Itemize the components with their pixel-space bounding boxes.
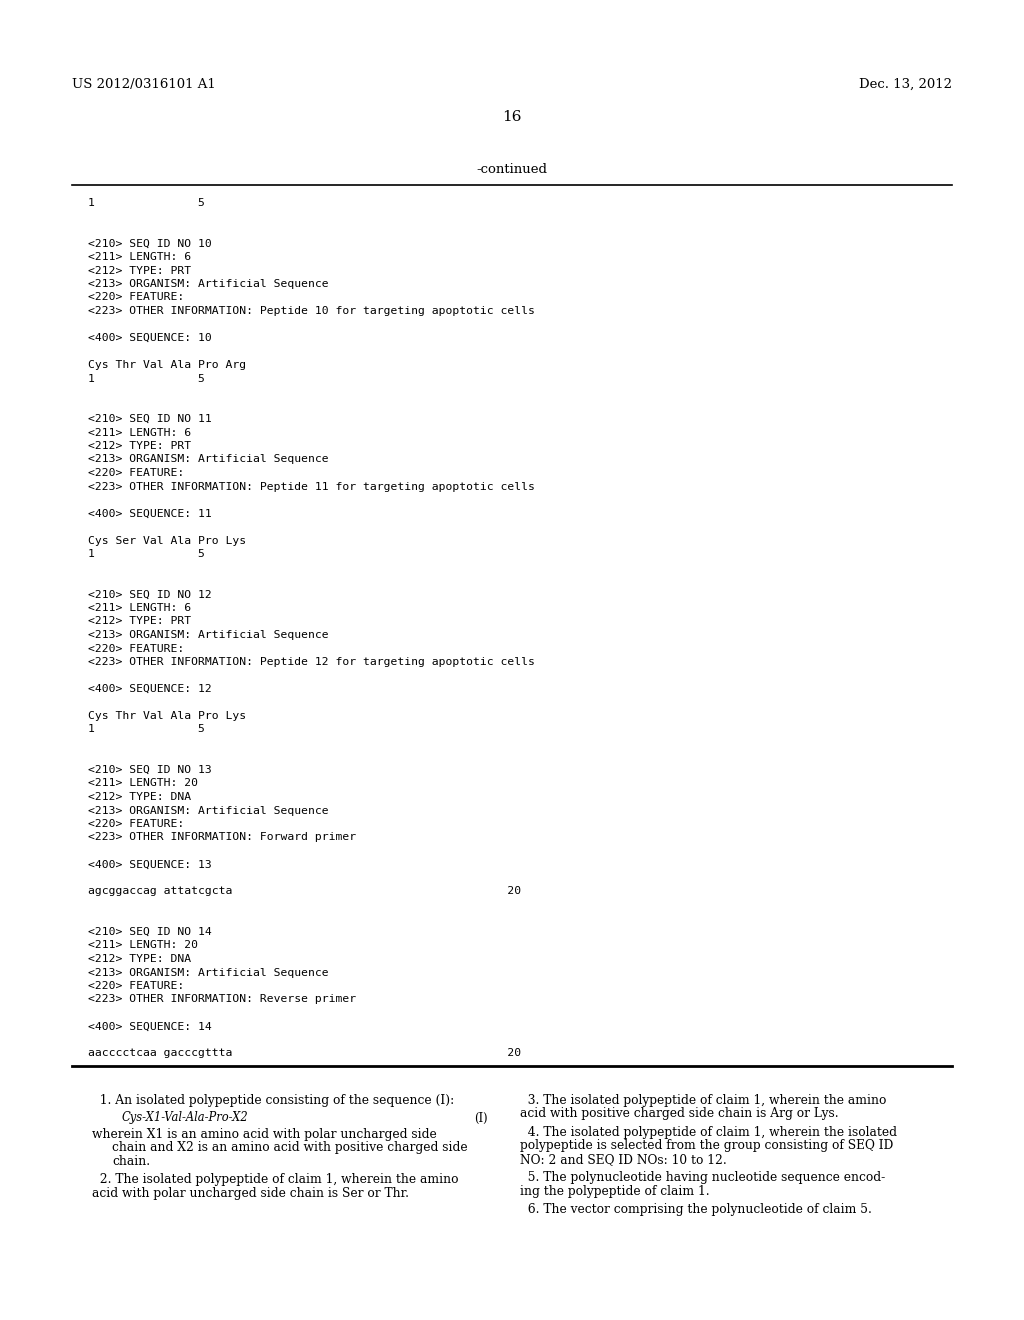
Text: <220> FEATURE:: <220> FEATURE:: [88, 293, 184, 302]
Text: 6. The vector comprising the polynucleotide of claim 5.: 6. The vector comprising the polynucleot…: [520, 1204, 871, 1217]
Text: <213> ORGANISM: Artificial Sequence: <213> ORGANISM: Artificial Sequence: [88, 968, 329, 978]
Text: Cys Thr Val Ala Pro Arg: Cys Thr Val Ala Pro Arg: [88, 360, 246, 370]
Text: <220> FEATURE:: <220> FEATURE:: [88, 981, 184, 991]
Text: Cys Thr Val Ala Pro Lys: Cys Thr Val Ala Pro Lys: [88, 711, 246, 721]
Text: <211> LENGTH: 6: <211> LENGTH: 6: [88, 252, 191, 261]
Text: 1. An isolated polypeptide consisting of the sequence (I):: 1. An isolated polypeptide consisting of…: [92, 1094, 455, 1107]
Text: <210> SEQ ID NO 14: <210> SEQ ID NO 14: [88, 927, 212, 937]
Text: <400> SEQUENCE: 11: <400> SEQUENCE: 11: [88, 508, 212, 519]
Text: <220> FEATURE:: <220> FEATURE:: [88, 469, 184, 478]
Text: <210> SEQ ID NO 10: <210> SEQ ID NO 10: [88, 239, 212, 248]
Text: <223> OTHER INFORMATION: Forward primer: <223> OTHER INFORMATION: Forward primer: [88, 833, 356, 842]
Text: US 2012/0316101 A1: US 2012/0316101 A1: [72, 78, 216, 91]
Text: <212> TYPE: DNA: <212> TYPE: DNA: [88, 954, 191, 964]
Text: 1               5: 1 5: [88, 549, 205, 558]
Text: <400> SEQUENCE: 10: <400> SEQUENCE: 10: [88, 333, 212, 343]
Text: <223> OTHER INFORMATION: Peptide 10 for targeting apoptotic cells: <223> OTHER INFORMATION: Peptide 10 for …: [88, 306, 535, 315]
Text: <220> FEATURE:: <220> FEATURE:: [88, 644, 184, 653]
Text: NO: 2 and SEQ ID NOs: 10 to 12.: NO: 2 and SEQ ID NOs: 10 to 12.: [520, 1152, 727, 1166]
Text: chain.: chain.: [112, 1155, 151, 1168]
Text: 16: 16: [502, 110, 522, 124]
Text: (I): (I): [474, 1111, 488, 1125]
Text: wherein X1 is an amino acid with polar uncharged side: wherein X1 is an amino acid with polar u…: [92, 1129, 437, 1140]
Text: polypeptide is selected from the group consisting of SEQ ID: polypeptide is selected from the group c…: [520, 1139, 893, 1152]
Text: aacccctcaa gacccgttta                                        20: aacccctcaa gacccgttta 20: [88, 1048, 521, 1059]
Text: Dec. 13, 2012: Dec. 13, 2012: [859, 78, 952, 91]
Text: <212> TYPE: DNA: <212> TYPE: DNA: [88, 792, 191, 803]
Text: <210> SEQ ID NO 12: <210> SEQ ID NO 12: [88, 590, 212, 599]
Text: acid with polar uncharged side chain is Ser or Thr.: acid with polar uncharged side chain is …: [92, 1187, 409, 1200]
Text: <220> FEATURE:: <220> FEATURE:: [88, 818, 184, 829]
Text: <212> TYPE: PRT: <212> TYPE: PRT: [88, 265, 191, 276]
Text: 1               5: 1 5: [88, 725, 205, 734]
Text: 4. The isolated polypeptide of claim 1, wherein the isolated: 4. The isolated polypeptide of claim 1, …: [520, 1126, 897, 1139]
Text: 2. The isolated polypeptide of claim 1, wherein the amino: 2. The isolated polypeptide of claim 1, …: [92, 1173, 459, 1187]
Text: <213> ORGANISM: Artificial Sequence: <213> ORGANISM: Artificial Sequence: [88, 630, 329, 640]
Text: 1               5: 1 5: [88, 374, 205, 384]
Text: agcggaccag attatcgcta                                        20: agcggaccag attatcgcta 20: [88, 887, 521, 896]
Text: 5. The polynucleotide having nucleotide sequence encod-: 5. The polynucleotide having nucleotide …: [520, 1172, 886, 1184]
Text: Cys Ser Val Ala Pro Lys: Cys Ser Val Ala Pro Lys: [88, 536, 246, 545]
Text: <223> OTHER INFORMATION: Peptide 12 for targeting apoptotic cells: <223> OTHER INFORMATION: Peptide 12 for …: [88, 657, 535, 667]
Text: <213> ORGANISM: Artificial Sequence: <213> ORGANISM: Artificial Sequence: [88, 805, 329, 816]
Text: <211> LENGTH: 20: <211> LENGTH: 20: [88, 940, 198, 950]
Text: <223> OTHER INFORMATION: Peptide 11 for targeting apoptotic cells: <223> OTHER INFORMATION: Peptide 11 for …: [88, 482, 535, 491]
Text: <211> LENGTH: 6: <211> LENGTH: 6: [88, 603, 191, 612]
Text: <400> SEQUENCE: 12: <400> SEQUENCE: 12: [88, 684, 212, 694]
Text: <210> SEQ ID NO 13: <210> SEQ ID NO 13: [88, 766, 212, 775]
Text: Cys-X1-Val-Ala-Pro-X2: Cys-X1-Val-Ala-Pro-X2: [122, 1111, 249, 1125]
Text: <400> SEQUENCE: 14: <400> SEQUENCE: 14: [88, 1022, 212, 1031]
Text: 1               5: 1 5: [88, 198, 205, 209]
Text: <212> TYPE: PRT: <212> TYPE: PRT: [88, 441, 191, 451]
Text: <210> SEQ ID NO 11: <210> SEQ ID NO 11: [88, 414, 212, 424]
Text: acid with positive charged side chain is Arg or Lys.: acid with positive charged side chain is…: [520, 1107, 839, 1121]
Text: <213> ORGANISM: Artificial Sequence: <213> ORGANISM: Artificial Sequence: [88, 279, 329, 289]
Text: <213> ORGANISM: Artificial Sequence: <213> ORGANISM: Artificial Sequence: [88, 454, 329, 465]
Text: <400> SEQUENCE: 13: <400> SEQUENCE: 13: [88, 859, 212, 870]
Text: <211> LENGTH: 6: <211> LENGTH: 6: [88, 428, 191, 437]
Text: -continued: -continued: [476, 162, 548, 176]
Text: chain and X2 is an amino acid with positive charged side: chain and X2 is an amino acid with posit…: [112, 1142, 468, 1155]
Text: 3. The isolated polypeptide of claim 1, wherein the amino: 3. The isolated polypeptide of claim 1, …: [520, 1094, 887, 1107]
Text: <212> TYPE: PRT: <212> TYPE: PRT: [88, 616, 191, 627]
Text: <211> LENGTH: 20: <211> LENGTH: 20: [88, 779, 198, 788]
Text: <223> OTHER INFORMATION: Reverse primer: <223> OTHER INFORMATION: Reverse primer: [88, 994, 356, 1005]
Text: ing the polypeptide of claim 1.: ing the polypeptide of claim 1.: [520, 1185, 710, 1199]
